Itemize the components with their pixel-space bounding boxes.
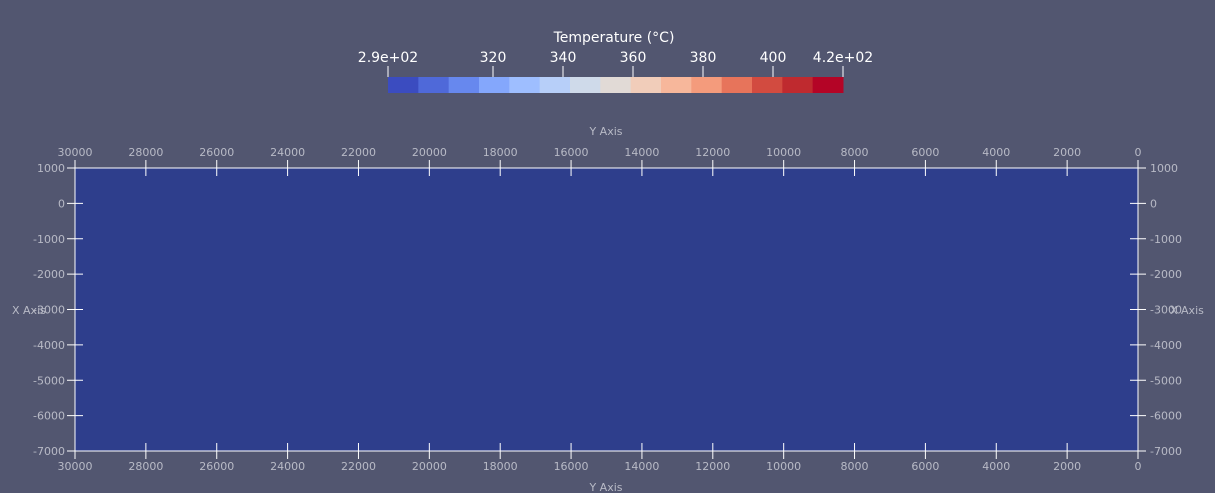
colorbar-swatch xyxy=(388,77,419,93)
colorbar-swatch xyxy=(600,77,632,93)
bottom-axis-tick-label: 10000 xyxy=(766,460,801,473)
bottom-axis-tick-label: 16000 xyxy=(554,460,589,473)
bottom-axis-tick-label: 6000 xyxy=(911,460,939,473)
left-axis-tick-label: 1000 xyxy=(37,162,65,175)
temperature-contour-bands xyxy=(75,168,1138,451)
colorbar-swatch xyxy=(661,77,692,93)
top-axis-tick-label: 14000 xyxy=(624,146,659,159)
bottom-axis-tick-label: 22000 xyxy=(341,460,376,473)
colorbar-swatch xyxy=(782,77,814,93)
colorbar-ticks: 2.9e+02 320 340 360 380 400 4.2e+02 xyxy=(358,50,873,77)
left-axis-tick-label: 0 xyxy=(58,197,65,210)
left-axis-tick-label: -3000 xyxy=(33,304,65,317)
colorbar-tick-label: 320 xyxy=(480,50,507,66)
left-axis-tick-label: -7000 xyxy=(33,445,65,458)
colorbar-swatch xyxy=(721,77,753,93)
colorbar-swatch xyxy=(570,77,601,93)
right-axis-tick-label: 0 xyxy=(1150,197,1157,210)
colorbar-swatch xyxy=(812,77,844,93)
top-axis-tick-label: 20000 xyxy=(412,146,447,159)
right-axis-tick-label: -7000 xyxy=(1150,445,1182,458)
colorbar-swatch xyxy=(539,77,571,93)
bottom-axis-tick-label: 8000 xyxy=(841,460,869,473)
bottom-axis-tick-label: 30000 xyxy=(58,460,93,473)
colorbar-swatch xyxy=(630,77,662,93)
left-axis-tick-label: -4000 xyxy=(33,339,65,352)
left-axis-tick-label: -1000 xyxy=(33,233,65,246)
top-axis-title: Y Axis xyxy=(588,125,622,138)
top-axis-tick-label: 30000 xyxy=(58,146,93,159)
right-axis-tick-label: -1000 xyxy=(1150,233,1182,246)
colorbar-tick-label: 380 xyxy=(690,50,717,66)
axes-grid: 30000 30000 28000 28000 26000 26000 24000 24000… xyxy=(33,146,1182,473)
top-axis-tick-label: 22000 xyxy=(341,146,376,159)
colorbar: Temperature (°C) 2.9e+02 320 340 360 380 400 4… xyxy=(358,30,873,93)
bottom-axis-tick-label: 14000 xyxy=(624,460,659,473)
left-axis-title: X Axis xyxy=(12,304,46,317)
temperature-band xyxy=(75,168,1138,451)
right-axis-tick-label: -2000 xyxy=(1150,268,1182,281)
bottom-axis-tick-label: 26000 xyxy=(199,460,234,473)
top-axis-tick-label: 26000 xyxy=(199,146,234,159)
temperature-plot: 30000 30000 28000 28000 26000 26000 24000 24000… xyxy=(12,125,1204,493)
colorbar-swatches xyxy=(388,77,844,93)
top-axis-tick-label: 0 xyxy=(1135,146,1142,159)
bottom-axis-tick-label: 20000 xyxy=(412,460,447,473)
colorbar-tick-label: 4.2e+02 xyxy=(813,50,873,66)
colorbar-tick-label: 340 xyxy=(550,50,577,66)
colorbar-swatch xyxy=(448,77,480,93)
top-axis-tick-label: 12000 xyxy=(695,146,730,159)
bottom-axis-tick-label: 0 xyxy=(1135,460,1142,473)
top-axis-tick-label: 24000 xyxy=(270,146,305,159)
right-axis-title: X Axis xyxy=(1170,304,1204,317)
left-axis-tick-label: -2000 xyxy=(33,268,65,281)
colorbar-tick-label: 360 xyxy=(620,50,647,66)
colorbar-title: Temperature (°C) xyxy=(553,30,675,46)
bottom-axis-tick-label: 2000 xyxy=(1053,460,1081,473)
top-axis-tick-label: 6000 xyxy=(911,146,939,159)
top-axis-tick-label: 18000 xyxy=(483,146,518,159)
left-axis-tick-label: -5000 xyxy=(33,374,65,387)
top-axis-tick-label: 4000 xyxy=(982,146,1010,159)
colorbar-tick-label: 2.9e+02 xyxy=(358,50,418,66)
bottom-axis-tick-label: 28000 xyxy=(128,460,163,473)
colorbar-swatch xyxy=(509,77,541,93)
top-axis-tick-label: 16000 xyxy=(554,146,589,159)
right-axis-tick-label: 1000 xyxy=(1150,162,1178,175)
left-axis-tick-label: -6000 xyxy=(33,410,65,423)
colorbar-swatch xyxy=(479,77,510,93)
colorbar-swatch xyxy=(752,77,783,93)
right-axis-tick-label: -4000 xyxy=(1150,339,1182,352)
colorbar-swatch xyxy=(418,77,450,93)
top-axis-tick-label: 2000 xyxy=(1053,146,1081,159)
top-axis-tick-label: 28000 xyxy=(128,146,163,159)
right-axis-tick-label: -6000 xyxy=(1150,410,1182,423)
right-axis-tick-label: -3000 xyxy=(1150,304,1182,317)
bottom-axis-tick-label: 18000 xyxy=(483,460,518,473)
right-axis-tick-label: -5000 xyxy=(1150,374,1182,387)
colorbar-swatch xyxy=(691,77,723,93)
bottom-axis-tick-label: 12000 xyxy=(695,460,730,473)
colorbar-tick-label: 400 xyxy=(760,50,787,66)
bottom-axis-title: Y Axis xyxy=(588,481,622,493)
bottom-axis-tick-label: 4000 xyxy=(982,460,1010,473)
top-axis-tick-label: 10000 xyxy=(766,146,801,159)
bottom-axis-tick-label: 24000 xyxy=(270,460,305,473)
top-axis-tick-label: 8000 xyxy=(841,146,869,159)
